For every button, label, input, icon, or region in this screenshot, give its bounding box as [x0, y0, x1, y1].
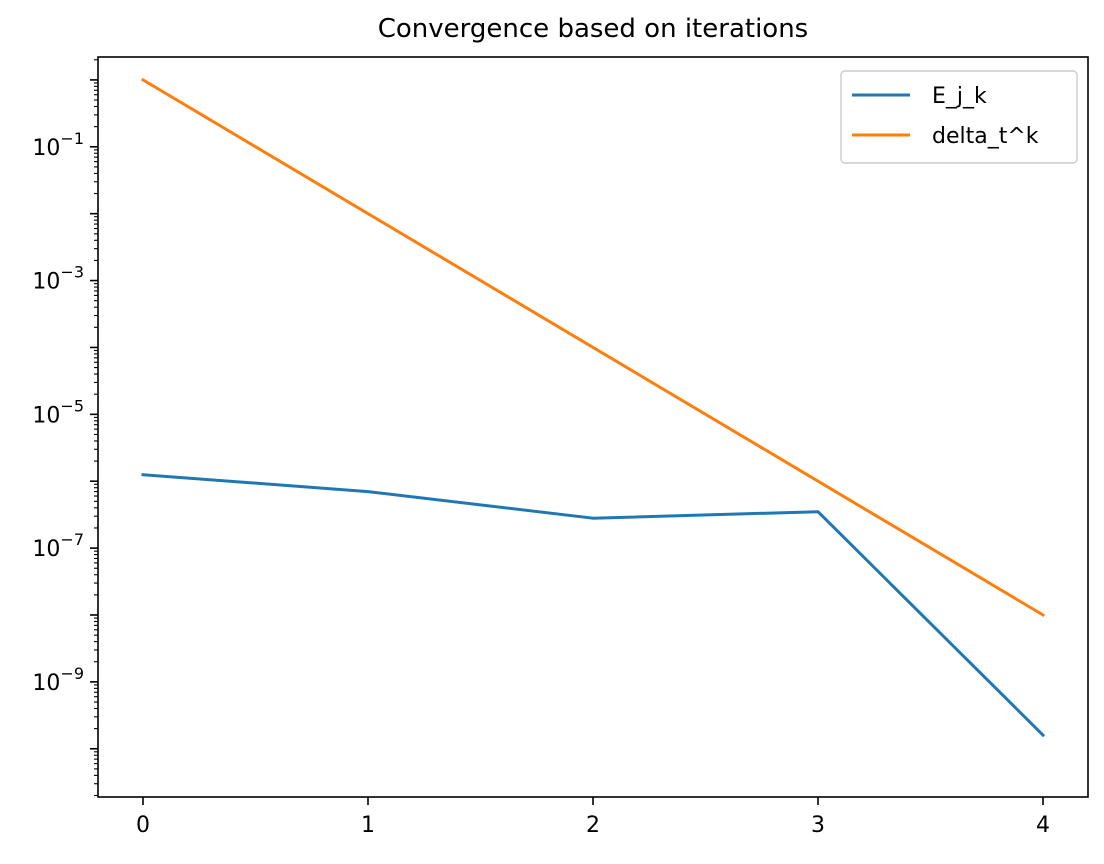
x-tick-label: 1: [361, 813, 375, 838]
chart-title: Convergence based on iterations: [378, 14, 808, 44]
legend: E_j_k delta_t^k: [840, 70, 1078, 164]
x-tick-label: 2: [586, 813, 600, 838]
plot-area-frame: [97, 56, 1089, 798]
x-tick-label: 3: [811, 813, 825, 838]
series-line-1: [140, 77, 1046, 618]
x-tick-label: 0: [136, 813, 150, 838]
series-line-0: [141, 473, 1046, 738]
y-tick-label: 10−1: [32, 129, 84, 161]
x-axis: 0 1 2 3 4: [136, 797, 1050, 838]
legend-label-0: E_j_k: [932, 84, 987, 109]
y-tick-label: 10−5: [32, 396, 84, 428]
y-tick-label: 10−7: [32, 530, 84, 562]
y-tick-label: 10−9: [32, 664, 84, 696]
series-layer: [140, 77, 1046, 738]
y-tick-label: 10−3: [32, 263, 84, 295]
y-axis: 10−9 10−7 10−5 10−3 10−1: [32, 59, 98, 797]
legend-label-1: delta_t^k: [932, 124, 1039, 149]
x-tick-label: 4: [1036, 813, 1050, 838]
